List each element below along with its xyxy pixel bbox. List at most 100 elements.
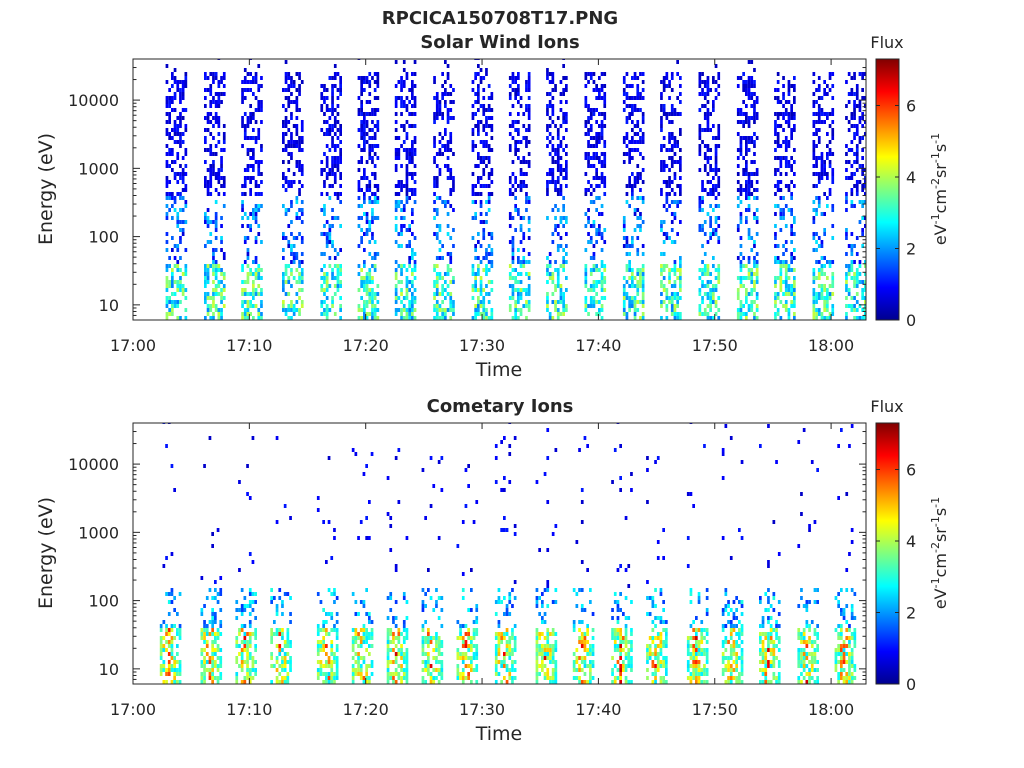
flux-cell [214,276,218,280]
flux-cell [784,224,788,228]
flux-cell [668,136,671,140]
flux-cell [774,172,777,176]
flux-cell [750,84,754,88]
flux-cell [208,656,212,660]
flux-cell [784,300,788,304]
flux-cell [214,636,217,640]
flux-cell [435,112,439,116]
flux-cell [739,244,743,248]
flux-cell [217,316,221,320]
flux-cell [668,268,671,272]
flux-cell [368,312,372,316]
flux-cell [490,108,494,112]
flux-cell [360,268,363,272]
flux-cell [427,656,430,660]
flux-cell [559,264,563,268]
flux-cell [243,660,247,664]
flux-cell [479,288,483,292]
flux-cell [817,176,821,180]
flux-cell [284,308,288,312]
flux-cell [368,280,372,284]
flux-cell [238,608,241,612]
flux-cell [289,516,292,520]
flux-cell [290,116,293,120]
flux-cell [482,156,486,160]
flux-cell [446,116,450,120]
flux-cell [712,292,715,296]
flux-cell [479,204,483,208]
flux-cell [257,276,261,280]
flux-cell [817,88,821,92]
flux-cell [525,288,528,292]
flux-cell [282,140,285,144]
flux-cell [701,80,704,84]
flux-cell [812,316,816,320]
flux-cell [368,112,372,116]
flux-cell [823,172,826,176]
flux-cell [628,152,631,156]
flux-cell [402,124,406,128]
flux-cell [235,672,239,676]
flux-cell [370,620,374,624]
flux-cell [323,180,326,184]
flux-cell [204,316,207,320]
flux-cell [212,264,215,268]
flux-cell [328,240,332,244]
flux-cell [826,292,829,296]
flux-cell [397,152,401,156]
flux-cell [739,308,743,312]
flux-cell [173,108,177,112]
flux-cell [411,208,414,212]
flux-cell [282,284,285,288]
flux-cell [858,108,862,112]
flux-cell [787,188,791,192]
flux-cell [214,152,218,156]
flux-cell [200,672,204,676]
flux-cell [217,100,221,104]
flux-cell [662,144,666,148]
flux-cell [479,176,483,180]
flux-cell [173,624,176,628]
flux-cell [546,124,549,128]
flux-cell [300,300,304,304]
flux-cell [449,136,453,140]
flux-cell [167,660,171,664]
flux-cell [556,156,560,160]
flux-cell [823,300,826,304]
flux-cell [176,284,180,288]
flux-cell [673,160,677,164]
flux-cell [400,308,403,312]
flux-cell [679,280,682,284]
flux-cell [527,88,531,92]
flux-cell [600,204,604,208]
flux-cell [167,664,171,668]
flux-cell [437,644,441,648]
flux-cell [598,268,601,272]
flux-cell [360,156,363,160]
flux-cell [603,176,607,180]
flux-cell [850,88,854,92]
flux-cell [467,632,470,636]
flux-cell [435,648,438,652]
flux-cell [565,308,568,312]
flux-cell [357,644,360,648]
flux-cell [679,188,682,192]
flux-cell [205,628,209,632]
flux-cell [519,264,523,268]
flux-cell [633,140,637,144]
flux-cell [828,260,832,264]
flux-cell [776,156,780,160]
flux-cell [240,668,244,672]
flux-cell [444,88,447,92]
flux-cell [402,216,406,220]
flux-cell [295,144,299,148]
flux-cell [622,312,626,316]
flux-cell [246,148,250,152]
flux-cell [823,284,826,288]
flux-cell [600,84,604,88]
flux-cell [755,252,759,256]
flux-cell [514,280,517,284]
flux-cell [171,216,174,220]
flux-cell [511,124,515,128]
flux-cell [320,128,324,132]
